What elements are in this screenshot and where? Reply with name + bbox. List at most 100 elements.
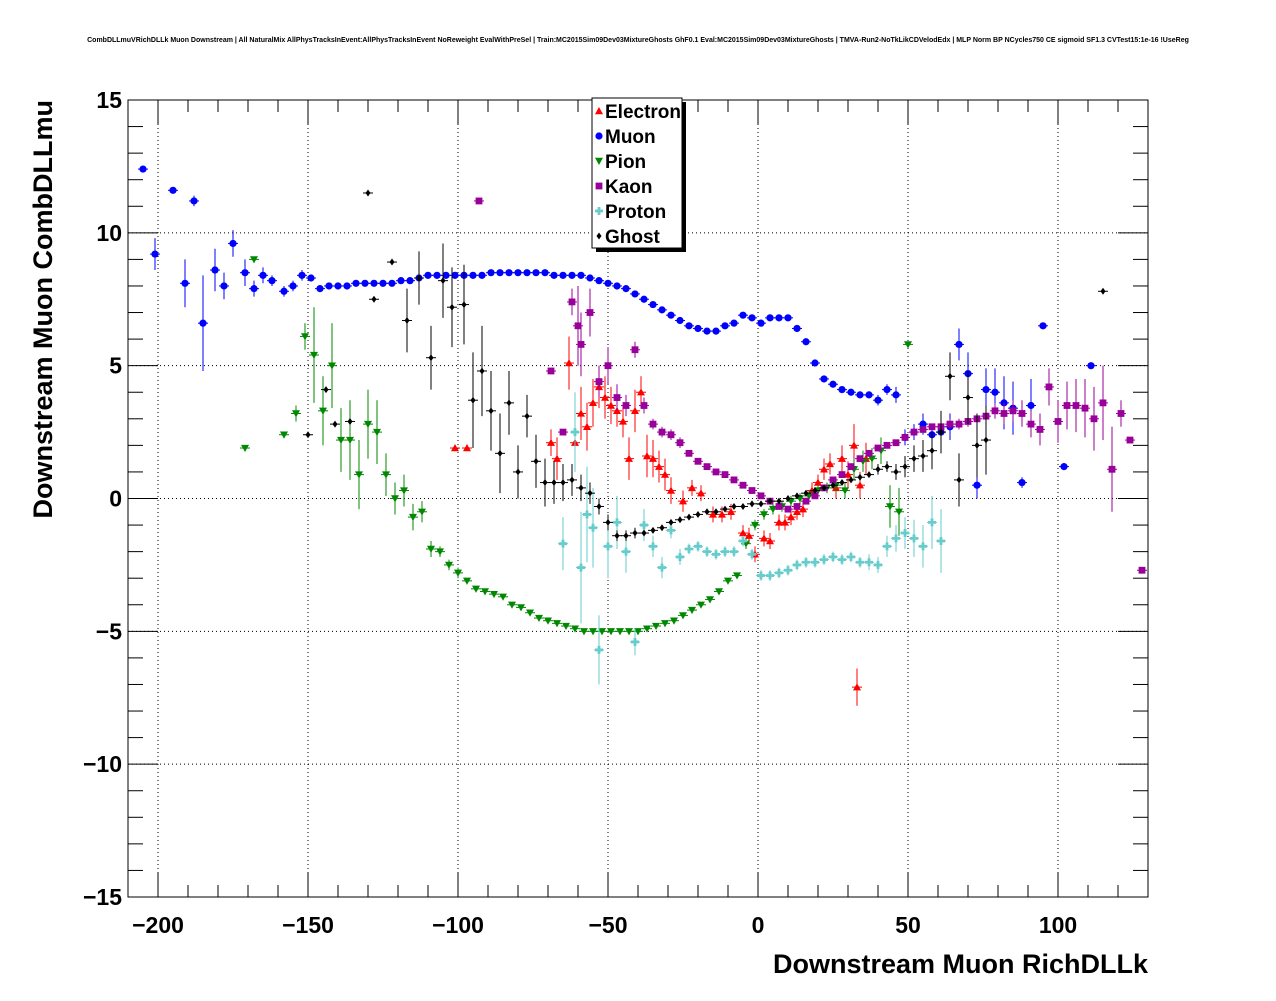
- kaon-marker: [802, 497, 810, 505]
- proton-marker: [703, 547, 711, 556]
- pion-point: [291, 405, 301, 422]
- data-points: [138, 165, 1147, 706]
- ghost-point: [438, 243, 448, 318]
- muon-point: [729, 319, 739, 327]
- kaon-point: [1071, 378, 1081, 433]
- ghost-marker: [983, 436, 989, 444]
- muon-point: [168, 186, 178, 194]
- proton-marker: [712, 550, 720, 559]
- pion-marker: [580, 628, 588, 636]
- ghost-point: [864, 471, 874, 479]
- kaon-marker: [1036, 426, 1044, 433]
- ghost-marker: [650, 526, 656, 534]
- pion-marker: [625, 628, 633, 636]
- ghost-marker: [965, 394, 971, 402]
- ghost-marker: [365, 189, 371, 197]
- kaon-marker: [658, 428, 666, 436]
- proton-marker: [766, 571, 774, 580]
- pion-marker: [643, 625, 651, 633]
- muon-marker: [811, 359, 819, 367]
- kaon-point: [684, 449, 694, 457]
- ghost-point: [531, 434, 541, 488]
- ghost-point: [447, 267, 457, 348]
- kaon-marker: [865, 449, 873, 457]
- ghost-marker: [902, 463, 908, 471]
- electron-marker: [688, 483, 696, 492]
- ghost-marker: [305, 431, 311, 439]
- pion-point: [624, 628, 634, 636]
- ghost-point: [585, 482, 595, 504]
- proton-point: [855, 556, 865, 568]
- muon-marker: [577, 271, 585, 279]
- muon-marker: [151, 250, 159, 258]
- kaon-point: [1080, 378, 1090, 438]
- y-tick-label: 0: [109, 486, 122, 512]
- proton-point: [909, 519, 919, 557]
- proton-point: [900, 517, 910, 549]
- muon-point: [864, 391, 874, 399]
- electron-point: [546, 429, 556, 456]
- proton-point: [873, 556, 883, 573]
- muon-point: [306, 274, 316, 282]
- electron-point: [837, 445, 847, 472]
- muon-series: [138, 165, 1096, 499]
- muon-marker: [424, 271, 432, 279]
- pion-marker: [634, 628, 642, 636]
- muon-point: [138, 165, 148, 173]
- muon-marker: [514, 269, 522, 277]
- pion-marker: [427, 545, 435, 553]
- proton-point: [747, 548, 757, 560]
- ghost-marker: [794, 492, 800, 500]
- electron-point: [660, 458, 670, 491]
- kaon-marker: [991, 407, 999, 415]
- muon-marker: [487, 269, 495, 277]
- muon-point: [873, 394, 883, 406]
- muon-marker: [370, 279, 378, 287]
- electron-point: [450, 444, 460, 452]
- ghost-marker: [803, 489, 809, 497]
- ghost-point: [567, 463, 577, 496]
- ghost-point: [918, 440, 928, 472]
- electron-point: [624, 437, 634, 480]
- electron-marker: [697, 489, 705, 497]
- muon-marker: [268, 277, 276, 285]
- muon-marker: [784, 314, 792, 322]
- pion-marker: [562, 622, 570, 631]
- pion-marker: [598, 628, 606, 636]
- muon-point: [981, 368, 991, 411]
- y-tick-label: 15: [96, 87, 122, 113]
- electron-point: [654, 450, 664, 483]
- kaon-marker: [649, 420, 657, 428]
- ghost-marker: [938, 428, 944, 436]
- pion-point: [279, 431, 289, 439]
- pion-marker: [616, 628, 624, 636]
- pion-marker: [382, 471, 390, 479]
- pion-marker: [715, 588, 723, 596]
- legend-label-proton: Proton: [605, 202, 666, 223]
- ghost-marker: [587, 489, 593, 497]
- muon-marker: [586, 274, 594, 282]
- x-axis-title: Downstream Muon RichDLLk: [773, 949, 1149, 979]
- kaon-marker: [946, 420, 954, 428]
- kaon-point: [855, 455, 865, 463]
- muon-point: [666, 311, 676, 319]
- pion-marker: [526, 609, 534, 617]
- pion-marker: [895, 508, 903, 516]
- pion-marker: [652, 622, 660, 631]
- pion-point: [669, 617, 679, 625]
- pion-marker: [769, 505, 777, 514]
- pion-point: [516, 604, 526, 612]
- muon-point: [249, 280, 259, 297]
- kaon-point: [864, 449, 874, 457]
- ghost-marker: [830, 481, 836, 489]
- proton-marker: [820, 555, 828, 564]
- ghost-point: [954, 453, 964, 507]
- muon-marker: [730, 319, 738, 327]
- muon-point: [495, 269, 505, 277]
- pion-point: [309, 307, 319, 403]
- muon-marker: [919, 420, 927, 428]
- pion-point: [240, 444, 250, 453]
- ghost-point: [540, 458, 550, 507]
- muon-point: [360, 279, 370, 287]
- ghost-marker: [524, 412, 530, 420]
